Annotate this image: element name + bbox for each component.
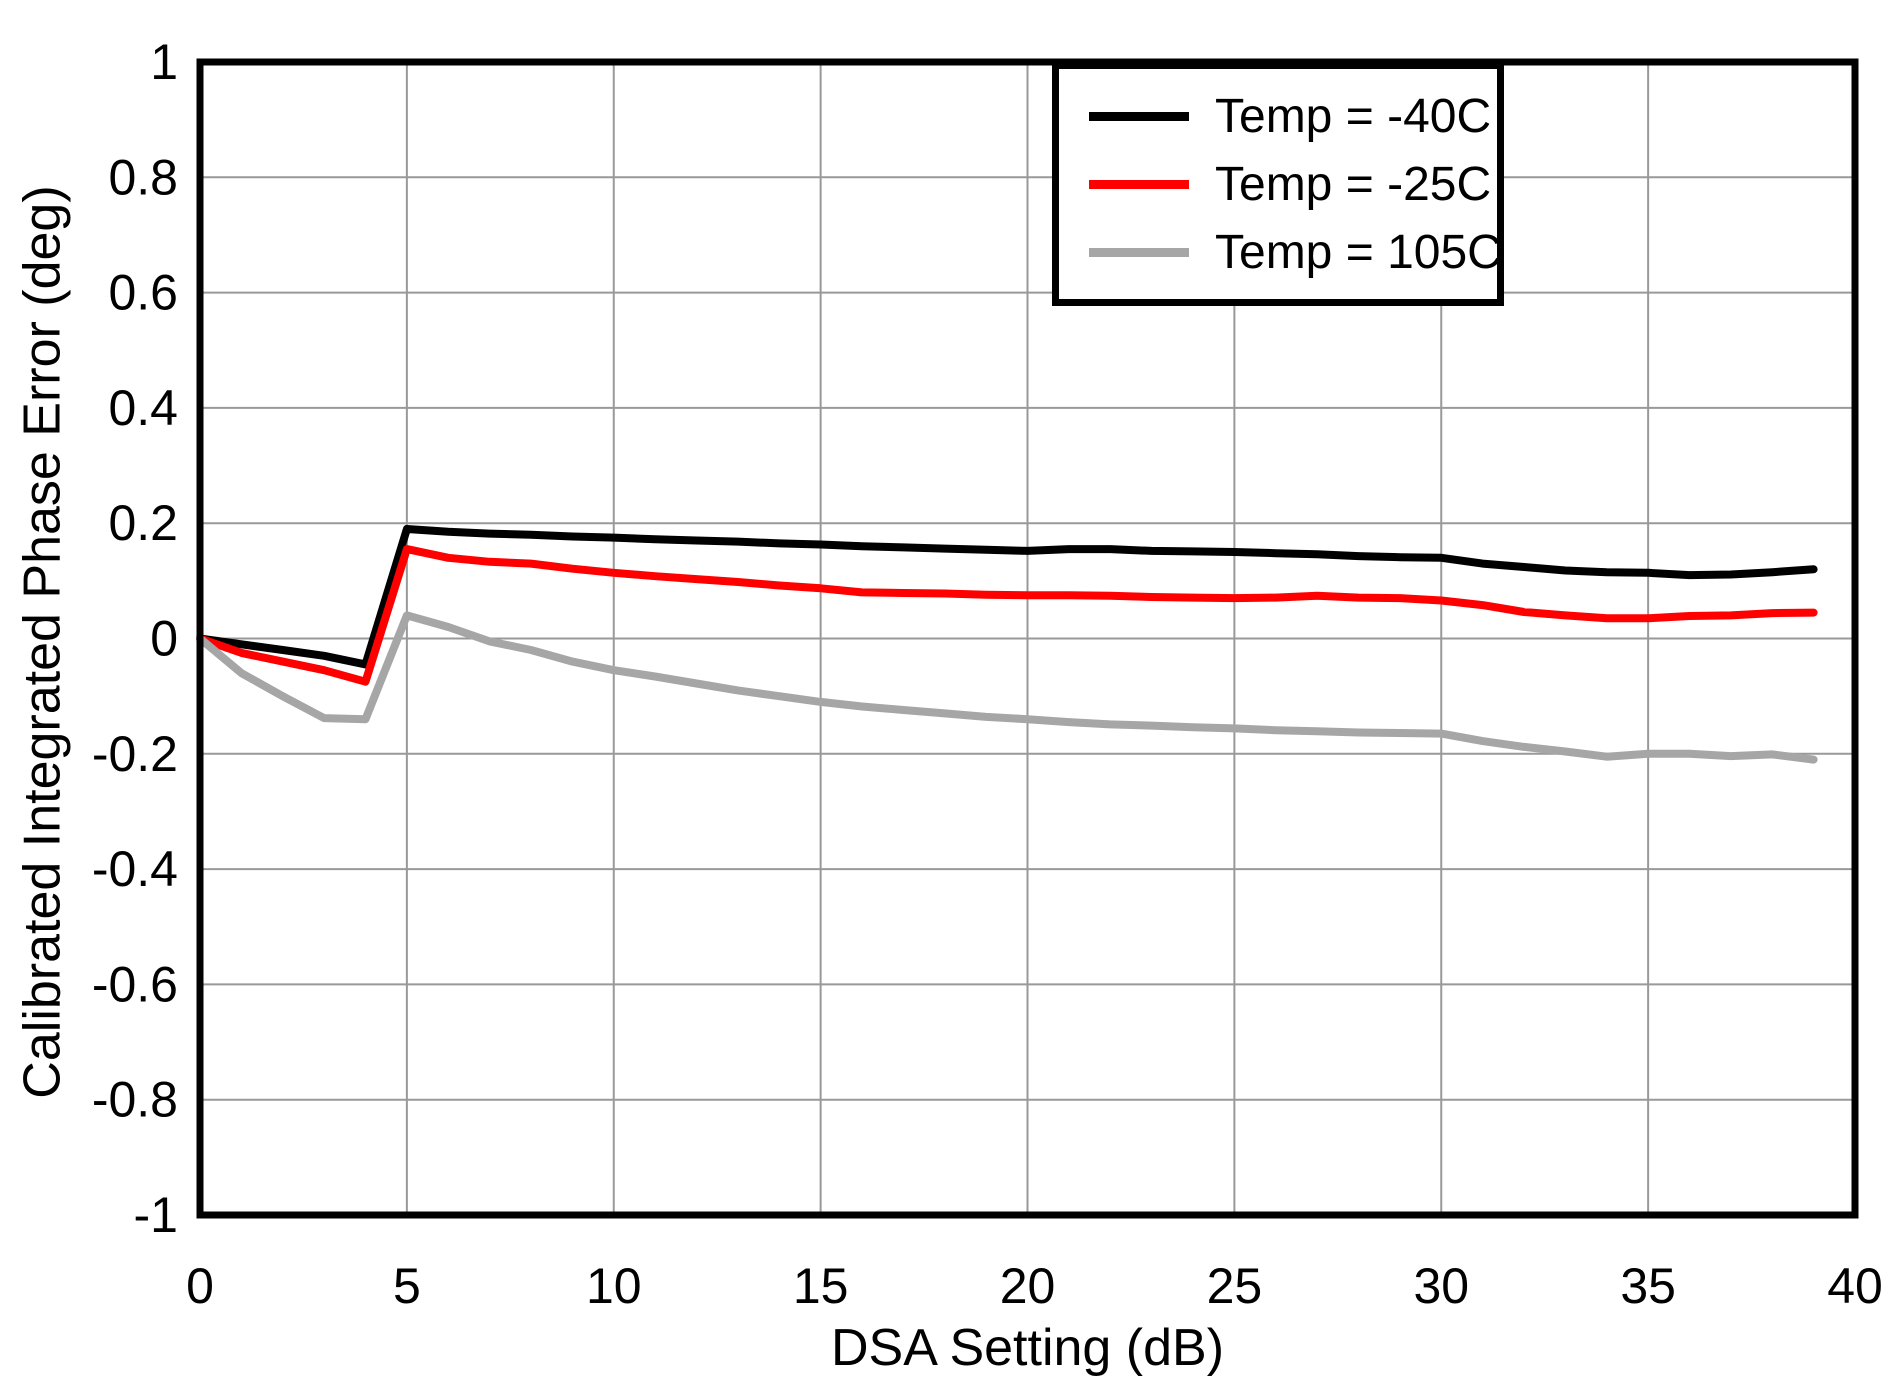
svg-text:-1: -1 xyxy=(134,1187,178,1243)
legend-label: Temp = -25C xyxy=(1215,157,1492,211)
svg-text:30: 30 xyxy=(1413,1258,1469,1314)
svg-text:5: 5 xyxy=(393,1258,421,1314)
svg-text:0.8: 0.8 xyxy=(108,149,178,205)
legend-item: Temp = 105C xyxy=(1089,223,1502,281)
svg-text:1: 1 xyxy=(150,34,178,90)
legend-label: Temp = -40C xyxy=(1215,89,1492,143)
svg-text:40: 40 xyxy=(1827,1258,1883,1314)
svg-text:0: 0 xyxy=(150,611,178,667)
legend-item: Temp = -25C xyxy=(1089,155,1497,213)
legend-item: Temp = -40C xyxy=(1089,87,1497,145)
svg-text:35: 35 xyxy=(1620,1258,1676,1314)
svg-text:0.6: 0.6 xyxy=(108,265,178,321)
y-axis-title: Calibrated Integrated Phase Error (deg) xyxy=(13,185,72,1099)
svg-text:0.4: 0.4 xyxy=(108,380,178,436)
legend-line-swatch xyxy=(1089,179,1189,189)
legend-label: Temp = 105C xyxy=(1215,225,1502,279)
svg-text:25: 25 xyxy=(1207,1258,1263,1314)
legend-line-swatch xyxy=(1089,111,1189,121)
legend: Temp = -40C Temp = -25C Temp = 105C xyxy=(1052,62,1504,306)
legend-line-swatch xyxy=(1089,247,1189,257)
svg-text:-0.6: -0.6 xyxy=(92,956,178,1012)
svg-text:0: 0 xyxy=(186,1258,214,1314)
svg-text:-0.4: -0.4 xyxy=(92,841,178,897)
x-axis-title: DSA Setting (dB) xyxy=(830,1319,1225,1377)
svg-text:20: 20 xyxy=(1000,1258,1056,1314)
svg-text:10: 10 xyxy=(586,1258,642,1314)
svg-text:15: 15 xyxy=(793,1258,849,1314)
svg-text:-0.8: -0.8 xyxy=(92,1072,178,1128)
svg-text:-0.2: -0.2 xyxy=(92,726,178,782)
svg-text:0.2: 0.2 xyxy=(108,495,178,551)
